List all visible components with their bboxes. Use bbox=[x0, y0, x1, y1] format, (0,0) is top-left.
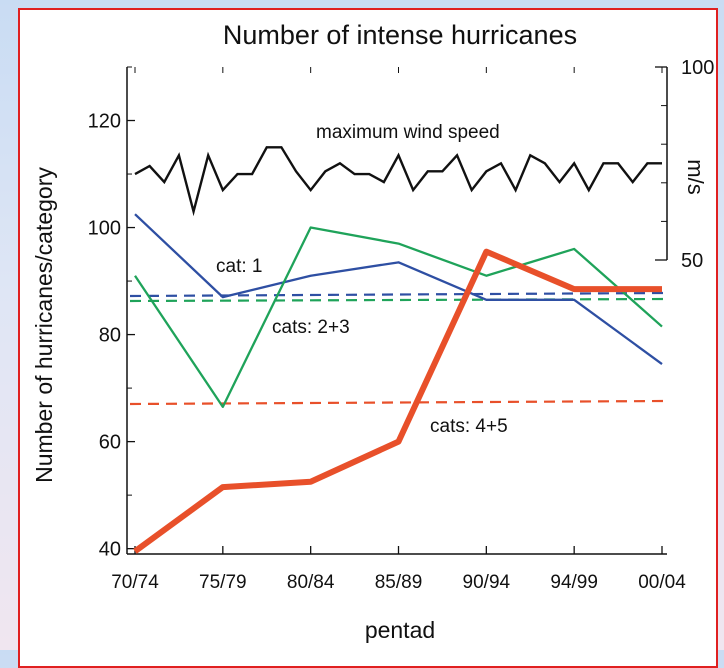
hurricane-chart: Number of intense hurricanes 40 60 80 100 12… bbox=[31, 20, 715, 643]
series-label-cat23: cats: 2+3 bbox=[272, 317, 350, 338]
series-line-cat23 bbox=[134, 226, 663, 408]
y-tick-label: 40 bbox=[99, 539, 121, 561]
y-axis-label: Number of hurricanes/category bbox=[31, 167, 57, 483]
series-line-cat1 bbox=[134, 213, 663, 365]
x-tick-label: 94/99 bbox=[550, 572, 598, 593]
x-tick-label: 70/74 bbox=[111, 572, 159, 593]
x-tick-label: 00/04 bbox=[638, 572, 686, 593]
y2-tick-label: 100 bbox=[681, 57, 714, 79]
chart-frame: Number of intense hurricanes 40 60 80 100 12… bbox=[18, 8, 718, 668]
mean-line-cat1 bbox=[129, 291, 667, 298]
series-label-cat1: cat: 1 bbox=[216, 256, 262, 277]
series-line-cat45 bbox=[133, 248, 662, 554]
x-axis-label: pentad bbox=[365, 617, 435, 643]
x-tick-label: 75/79 bbox=[199, 572, 247, 593]
y-tick-label: 120 bbox=[88, 111, 121, 133]
x-tick-label: 80/84 bbox=[287, 572, 335, 593]
x-tick-label: 85/89 bbox=[375, 572, 423, 593]
y2-axis-label: m/s bbox=[683, 159, 708, 194]
y-tick-label: 80 bbox=[99, 325, 121, 347]
mean-line-cat45 bbox=[129, 399, 667, 406]
y-tick-label: 100 bbox=[88, 218, 121, 240]
mean-line-cat23 bbox=[129, 297, 667, 303]
chart-title: Number of intense hurricanes bbox=[223, 20, 577, 50]
wind-speed-label: maximum wind speed bbox=[316, 122, 500, 143]
y-tick-label: 60 bbox=[99, 432, 121, 454]
plot-area: 40 60 80 100 120 50 100 70/74 75/79 80/84 85/89 90/… bbox=[88, 57, 715, 593]
y2-tick-label: 50 bbox=[681, 250, 703, 272]
x-tick-label: 90/94 bbox=[463, 572, 511, 593]
series-label-cat45: cats: 4+5 bbox=[430, 416, 508, 437]
wind-speed-line bbox=[134, 146, 662, 217]
